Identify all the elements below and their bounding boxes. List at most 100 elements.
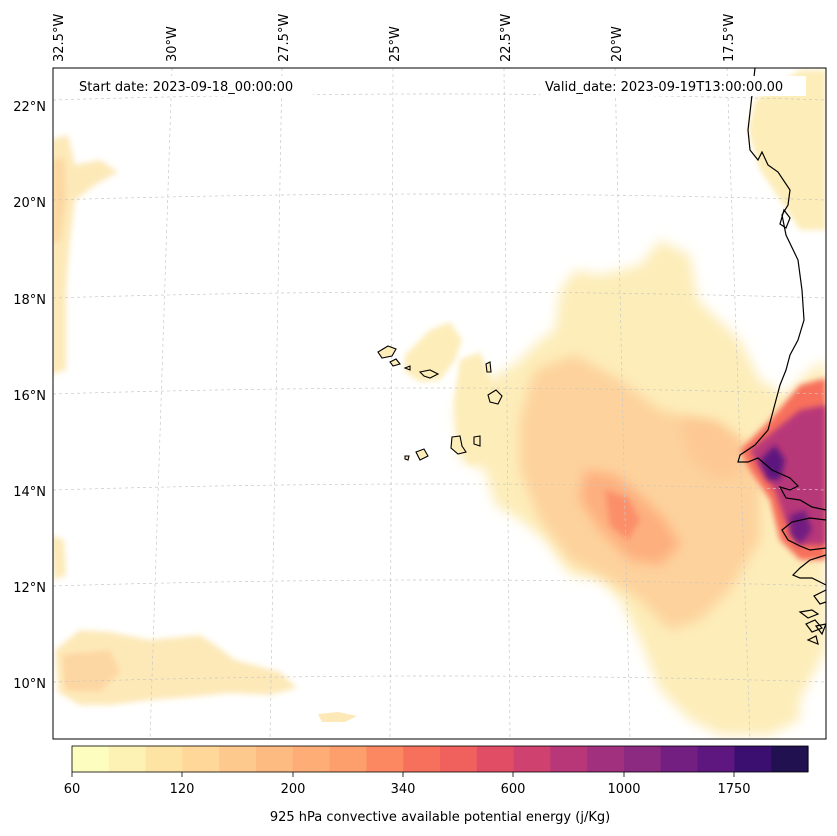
colorbar-tick-label-200: 200 bbox=[281, 782, 306, 797]
cape-region-central-peak bbox=[605, 490, 640, 540]
lat-label-18n: 18°N bbox=[13, 293, 46, 308]
island-santa-luzia bbox=[403, 365, 411, 371]
colorbar-frame bbox=[71, 745, 809, 773]
cape-region-north-coast bbox=[748, 70, 826, 230]
meridian-17-5w bbox=[726, 68, 751, 739]
lon-label-20w: 20°W bbox=[610, 26, 625, 62]
colorbar-tick-label-1000: 1000 bbox=[607, 782, 640, 797]
colorbar-swatch bbox=[108, 746, 147, 772]
meridian-30w bbox=[149, 68, 173, 739]
lat-label-16n: 16°N bbox=[13, 389, 46, 404]
island-boa-vista bbox=[487, 389, 503, 405]
cape-region-west-small bbox=[53, 536, 66, 580]
cape-region-south-mid bbox=[62, 650, 120, 692]
latitude-labels: 22°N 20°N 18°N 16°N 14°N 12°N 10°N bbox=[13, 100, 46, 692]
lon-label-32-5w: 32.5°W bbox=[52, 14, 67, 62]
colorbar-swatch bbox=[182, 746, 220, 772]
colorbar-swatch bbox=[550, 746, 588, 772]
coast-gambia-south bbox=[781, 517, 826, 551]
cape-verde-islands bbox=[377, 345, 503, 461]
coastline bbox=[737, 68, 826, 645]
island-sao-vicente bbox=[389, 358, 401, 367]
cape-region-west-strip bbox=[53, 135, 118, 375]
colorbar-swatch bbox=[440, 746, 478, 772]
island-santo-antao bbox=[377, 345, 397, 359]
start-date-box bbox=[73, 76, 313, 96]
info-labels: Start date: 2023-09-18_00:00:00 Valid_da… bbox=[73, 76, 806, 96]
colorbar-swatch bbox=[771, 746, 809, 772]
colorbar-tick-label-120: 120 bbox=[170, 782, 195, 797]
lat-label-22n: 22°N bbox=[13, 100, 46, 115]
colorbar-swatch bbox=[256, 746, 294, 772]
coast-bijagos-1 bbox=[798, 609, 820, 619]
coast-bijagos-3 bbox=[814, 623, 826, 636]
cape-region-west-core bbox=[53, 158, 66, 245]
coast-bijagos-4 bbox=[806, 635, 819, 645]
colorbar-swatches bbox=[72, 746, 809, 772]
colorbar-label: 925 hPa convective available potential e… bbox=[270, 810, 610, 825]
lon-label-30w: 30°W bbox=[165, 26, 180, 62]
island-fogo bbox=[415, 448, 429, 461]
island-maio bbox=[473, 435, 481, 447]
colorbar-swatch bbox=[145, 746, 183, 772]
valid-date-box bbox=[540, 76, 806, 96]
gridlines bbox=[53, 68, 826, 739]
colorbar-swatch bbox=[734, 746, 772, 772]
colorbar-swatch bbox=[366, 746, 404, 772]
colorbar-swatch bbox=[403, 746, 441, 772]
colorbar-swatch bbox=[329, 746, 367, 772]
lat-label-20n: 20°N bbox=[13, 196, 46, 211]
parallel-12n bbox=[53, 579, 826, 587]
colorbar-swatch bbox=[587, 746, 625, 772]
colorbar-tick-label-60: 60 bbox=[64, 782, 81, 797]
cape-region-islands-south bbox=[455, 352, 500, 465]
lon-label-17-5w: 17.5°W bbox=[722, 14, 737, 62]
lat-label-10n: 10°N bbox=[13, 677, 46, 692]
meridian-27-5w bbox=[269, 68, 283, 739]
cape-region-east-peak bbox=[760, 445, 785, 480]
cape-region-east-mid bbox=[680, 420, 745, 480]
colorbar-swatch bbox=[292, 746, 331, 772]
colorbar-tick-label-340: 340 bbox=[391, 782, 416, 797]
meridian-20w bbox=[614, 68, 631, 739]
coast-islets bbox=[813, 589, 826, 605]
parallel-20n bbox=[53, 193, 826, 201]
colorbar-ticks bbox=[71, 772, 735, 777]
meridian-25w bbox=[389, 68, 394, 739]
parallel-22n bbox=[53, 93, 826, 101]
island-santiago bbox=[450, 435, 467, 455]
island-sal bbox=[485, 361, 492, 373]
cape-region-islands-band bbox=[405, 322, 462, 382]
colorbar-swatch bbox=[660, 746, 699, 772]
parallel-10n bbox=[53, 675, 826, 683]
island-brava bbox=[404, 455, 410, 461]
colorbar-swatch bbox=[624, 746, 662, 772]
meridian-22-5w bbox=[503, 68, 511, 739]
colorbar-swatch bbox=[72, 746, 110, 772]
map-frame bbox=[52, 67, 827, 740]
island-sao-nicolau bbox=[418, 369, 440, 379]
longitude-labels: 32.5°W 30°W 27.5°W 25°W 22.5°W 20°W 17.5… bbox=[52, 14, 737, 62]
coast-guinea-bissau bbox=[791, 554, 826, 586]
lon-label-27-5w: 27.5°W bbox=[277, 14, 292, 62]
colorbar-swatch bbox=[219, 746, 257, 772]
cape-field bbox=[53, 70, 826, 735]
colorbar-swatch bbox=[697, 746, 735, 772]
colorbar-tick-labels: 60 120 200 340 600 1000 1750 bbox=[64, 782, 751, 797]
african-coast bbox=[737, 68, 826, 511]
lat-label-14n: 14°N bbox=[13, 485, 46, 500]
cape-region-east-high bbox=[750, 405, 826, 545]
colorbar-swatch bbox=[476, 746, 515, 772]
coast-bay bbox=[779, 208, 791, 229]
start-date-label: Start date: 2023-09-18_00:00:00 bbox=[79, 80, 293, 95]
colorbar: 60 120 200 340 600 1000 1750 925 hPa con… bbox=[64, 745, 809, 825]
cape-region-speck bbox=[318, 712, 357, 722]
cape-region-south-band bbox=[55, 630, 297, 705]
lat-label-12n: 12°N bbox=[13, 581, 46, 596]
parallel-18n bbox=[53, 291, 826, 299]
colorbar-swatch bbox=[513, 746, 551, 772]
parallel-16n bbox=[53, 387, 826, 395]
lon-label-22-5w: 22.5°W bbox=[499, 14, 514, 62]
valid-date-label: Valid_date: 2023-09-19T13:00:00.00 bbox=[545, 80, 783, 95]
